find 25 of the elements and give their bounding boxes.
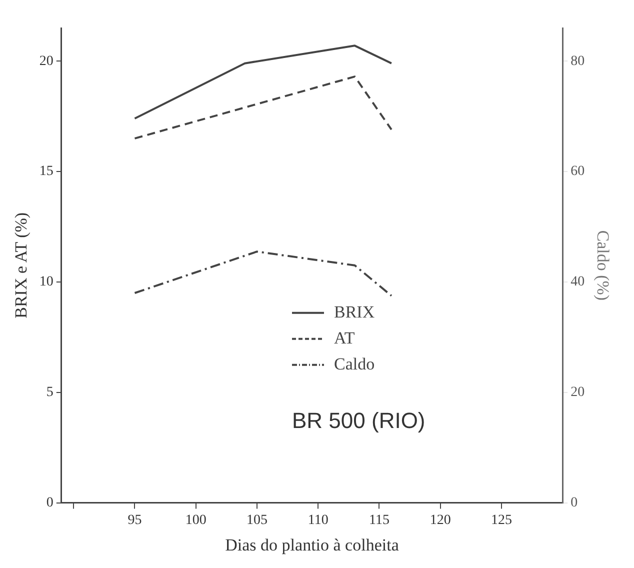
x-tick-label: 125 bbox=[490, 512, 512, 528]
x-axis-title: Dias do plantio à colheita bbox=[225, 535, 400, 554]
legend-label: BRIX bbox=[334, 302, 375, 322]
y-tick-label: 15 bbox=[39, 164, 54, 180]
legend-label: Caldo bbox=[334, 354, 375, 374]
x-tick-label: 115 bbox=[368, 512, 390, 528]
y-axis-title: BRIX e AT (%) bbox=[12, 212, 31, 318]
y2-tick-label: 0 bbox=[570, 495, 578, 510]
x-tick-label: 105 bbox=[246, 512, 268, 528]
y2-tick-label: 40 bbox=[570, 274, 585, 290]
legend-label: AT bbox=[334, 328, 356, 348]
x-tick-label: 120 bbox=[430, 512, 451, 528]
y2-tick-label: 80 bbox=[570, 54, 585, 69]
y2-tick-label: 20 bbox=[570, 385, 585, 400]
y-tick-label: 10 bbox=[39, 274, 54, 290]
x-tick-label: 100 bbox=[185, 512, 206, 528]
line-series bbox=[134, 250, 392, 297]
y2-tick-label: 60 bbox=[570, 164, 585, 180]
y-tick-label: 20 bbox=[39, 54, 54, 69]
annotation: BR 500 (RIO) bbox=[292, 408, 426, 434]
y-tick-label: 0 bbox=[46, 495, 54, 510]
x-tick-label: 110 bbox=[308, 512, 328, 528]
x-tick-label: 95 bbox=[128, 512, 142, 528]
y-tick-label: 5 bbox=[46, 385, 54, 400]
y2-axis-title: Caldo (%) bbox=[593, 230, 612, 301]
